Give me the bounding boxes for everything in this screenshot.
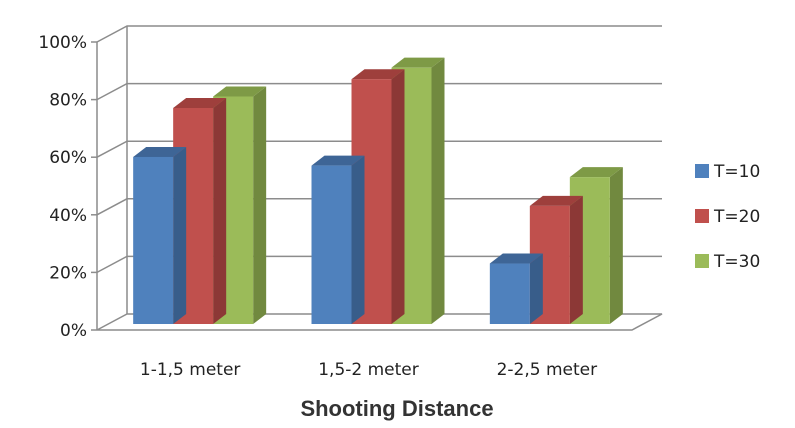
- bars: [133, 57, 623, 325]
- gridline: [96, 82, 662, 101]
- x-tick-label: 1,5-2 meter: [318, 360, 419, 380]
- x-axis-label: Shooting Distance: [300, 396, 493, 421]
- bar-top: [529, 195, 583, 206]
- bar-side: [431, 57, 445, 325]
- bar-top: [391, 57, 445, 68]
- bar-side: [391, 69, 405, 324]
- bar-side: [529, 253, 543, 324]
- legend-label: T=20: [713, 207, 760, 227]
- legend-swatch: [695, 209, 709, 223]
- y-tick-label: 40%: [49, 206, 87, 226]
- legend-swatch: [695, 254, 709, 268]
- bar-T=20-2-2,5 meter: [529, 195, 583, 324]
- x-tick-label: 1-1,5 meter: [140, 360, 241, 380]
- y-axis-ticks: 0% 20% 40% 60% 80% 100%: [38, 33, 97, 341]
- x-tick-label: 2-2,5 meter: [497, 360, 598, 380]
- bar-front: [133, 156, 174, 324]
- x-axis-ticks: 1-1,5 meter 1,5-2 meter 2-2,5 meter: [140, 360, 597, 380]
- gridline: [96, 140, 662, 158]
- legend-label: T=10: [713, 162, 760, 182]
- y-tick-label: 0%: [60, 321, 87, 341]
- bar-top: [173, 98, 227, 108]
- bar-side: [351, 155, 365, 324]
- bar-front: [311, 165, 352, 324]
- bar-top: [213, 86, 267, 97]
- bar-side: [253, 86, 267, 324]
- y-tick-label: 60%: [49, 148, 87, 168]
- gridlines: [96, 25, 662, 274]
- gridline: [96, 255, 662, 274]
- bar-front: [489, 263, 530, 324]
- bar-top: [489, 253, 543, 264]
- legend: T=10 T=20 T=30: [695, 162, 760, 272]
- gridline: [96, 198, 662, 216]
- chart-walls: [96, 26, 663, 331]
- gridline: [96, 25, 662, 43]
- y-tick-label: 80%: [49, 91, 87, 111]
- bar-T=10-1-1,5 meter: [133, 146, 187, 324]
- floor: [96, 313, 663, 331]
- bar-T=10-2-2,5 meter: [489, 253, 543, 324]
- bar-side: [569, 195, 583, 324]
- y-tick-label: 100%: [38, 33, 87, 53]
- bar-top: [569, 167, 623, 178]
- bar-side: [609, 167, 623, 324]
- bar-top: [311, 155, 365, 166]
- legend-label: T=30: [713, 252, 760, 272]
- bar-side: [173, 146, 187, 324]
- y-tick-label: 20%: [49, 263, 87, 283]
- bar-side: [213, 98, 227, 324]
- bar-top: [133, 146, 187, 157]
- bar-T=10-1,5-2 meter: [311, 155, 365, 324]
- bar-top: [351, 69, 405, 80]
- legend-swatch: [695, 164, 709, 178]
